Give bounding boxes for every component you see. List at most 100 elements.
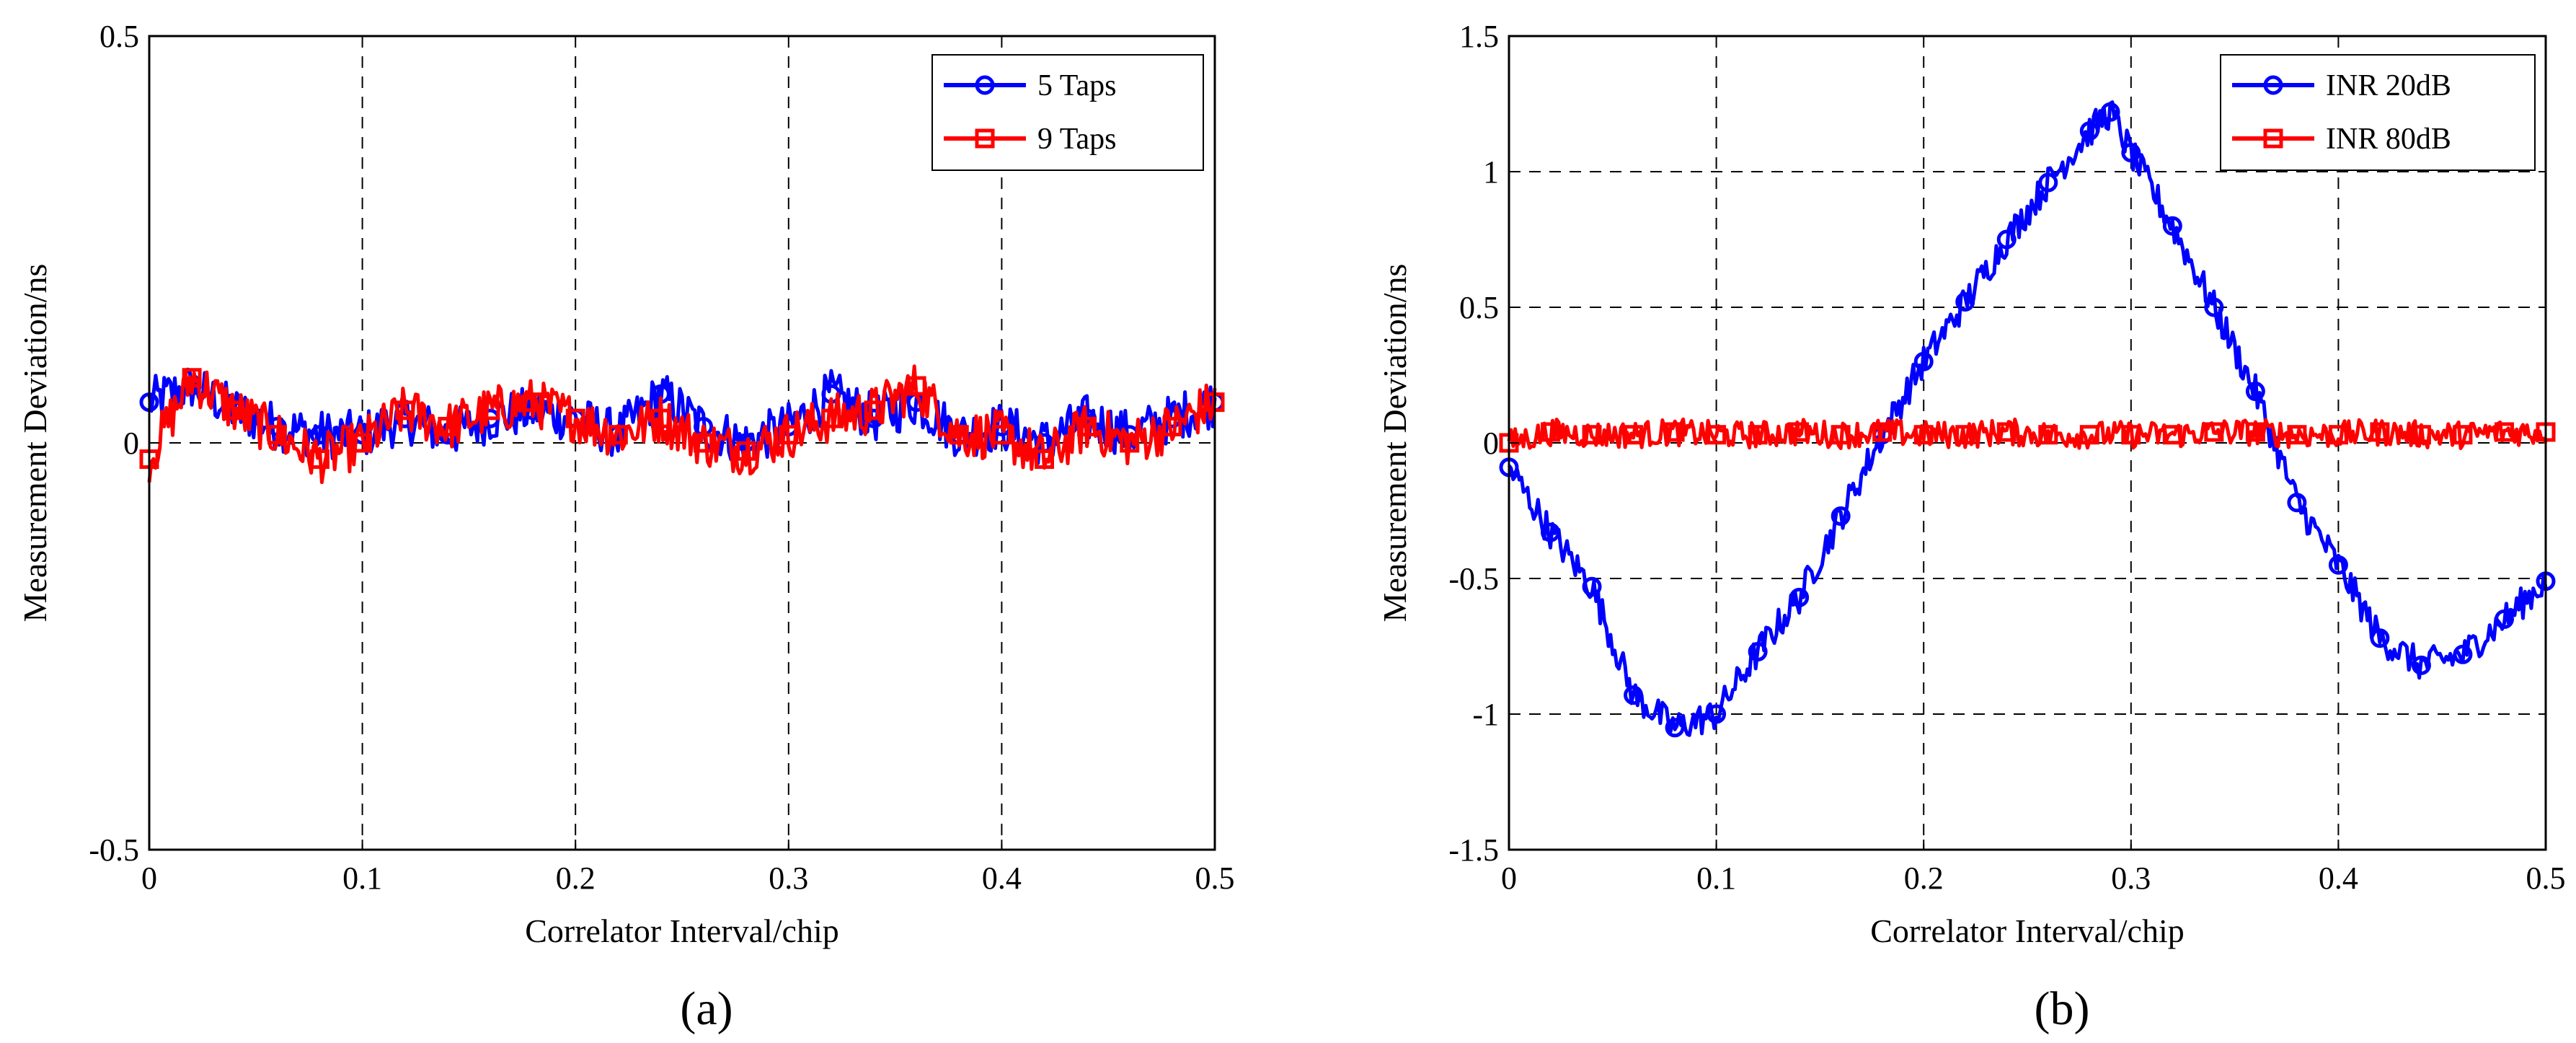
data-point [2245, 382, 2265, 402]
data-point [1624, 685, 1644, 705]
data-point [1872, 422, 1893, 442]
caption-a: (a) [680, 982, 732, 1035]
chart-panel-a: 0 0.1 0.2 0.3 0.4 0.5-0.500.5 Correlator Inte… [17, 19, 1235, 1035]
data-point [1748, 642, 1768, 662]
data-point [2328, 555, 2348, 575]
data-point [2453, 425, 2473, 445]
y-tick-label: 0 [123, 426, 139, 461]
x-tick-label: 0 [1501, 861, 1517, 896]
data-point [1120, 433, 1140, 453]
data-point [309, 449, 329, 470]
data-point [1077, 416, 1097, 436]
y-tick-label: -1.5 [1448, 832, 1499, 868]
data-point [2162, 425, 2182, 445]
chart-panel-b: 0 0.1 0.2 0.3 0.4 0.5 -1.5 -1 -0.5 0 0.5 1 1.5 Corre… [1376, 19, 2566, 1035]
series-inr-80db [1499, 417, 2556, 453]
legend-marker [2263, 128, 2283, 149]
x-tick-label: 0.5 [1195, 861, 1235, 896]
series-layer-b [1499, 100, 2556, 738]
data-point [779, 425, 799, 445]
data-point [2245, 422, 2265, 442]
data-point [2079, 425, 2099, 445]
data-point [182, 368, 202, 388]
y-tick-label: -0.5 [1448, 561, 1499, 597]
data-point [694, 433, 714, 453]
y-axis-label-b: Measurement Deviation/ns [1376, 264, 1413, 622]
data-point [2494, 609, 2514, 629]
data-point [1996, 422, 2017, 442]
x-tick-label: 0.4 [982, 861, 1022, 896]
data-point [2038, 425, 2058, 445]
data-point [1624, 425, 1644, 445]
data-point [224, 400, 244, 421]
ticks-b: 0 0.1 0.2 0.3 0.4 0.5 -1.5 -1 -0.5 0 0.5 1 1.5 [1448, 19, 2565, 896]
data-point [991, 425, 1012, 445]
data-point [1789, 587, 1810, 607]
x-tick-label: 0.4 [2319, 861, 2358, 896]
series-9-taps [139, 364, 1225, 485]
data-point [1789, 422, 1810, 442]
x-tick-label: 0 [141, 861, 157, 896]
y-tick-label: -1 [1472, 697, 1499, 732]
data-point [650, 408, 670, 428]
data-point [1582, 576, 1602, 597]
data-point [1162, 416, 1182, 436]
legend-a: 5 Taps 9 Taps [931, 54, 1204, 171]
legend-marker [2263, 75, 2283, 95]
data-point [1955, 425, 1975, 445]
data-point [1996, 229, 2017, 250]
data-point [2287, 493, 2307, 513]
data-point [1831, 425, 1851, 445]
legend-label: INR 80dB [2326, 123, 2451, 156]
series-line [1507, 417, 2548, 450]
y-tick-label: 0 [1483, 426, 1499, 461]
legend-marker [975, 128, 995, 149]
data-point [395, 400, 415, 421]
data-point [949, 425, 969, 445]
legend-marker [975, 75, 995, 95]
data-point [1831, 506, 1851, 527]
x-tick-label: 0.2 [556, 861, 596, 896]
x-tick-label: 0.3 [2111, 861, 2151, 896]
data-point [1913, 351, 1934, 371]
x-tick-label: 0.5 [2526, 861, 2566, 896]
y-tick-label: 0.5 [99, 19, 139, 54]
legend-box [2220, 54, 2536, 171]
data-point [608, 425, 628, 445]
series-inr-20db [1499, 100, 2556, 738]
x-tick-label: 0.1 [342, 861, 382, 896]
data-point [2121, 143, 2141, 163]
data-point [438, 416, 458, 436]
data-point [1707, 425, 1727, 445]
data-point [267, 425, 287, 445]
legend-label: 9 Taps [1037, 123, 1116, 156]
series-line [147, 364, 1217, 485]
y-tick-label: 1.5 [1459, 19, 1499, 54]
data-point [1707, 704, 1727, 724]
data-point [2370, 422, 2390, 442]
series-layer-a [139, 364, 1225, 485]
y-axis-label-a: Measurement Deviation/ns [17, 264, 53, 622]
series-line [1507, 100, 2548, 737]
data-point [1035, 449, 1055, 470]
ticks-a: 0 0.1 0.2 0.3 0.4 0.5-0.500.5 [89, 19, 1234, 896]
data-point [2370, 628, 2390, 648]
data-point [2121, 425, 2141, 445]
data-point [1748, 425, 1768, 445]
data-point [2494, 422, 2514, 442]
x-axis-label-a: Correlator Interval/chip [525, 912, 839, 949]
caption-b: (b) [2035, 982, 2090, 1035]
data-point [1541, 422, 1561, 442]
data-point [1665, 718, 1685, 738]
x-tick-label: 0.1 [1696, 861, 1736, 896]
data-point [821, 408, 841, 428]
data-point [736, 441, 756, 461]
y-tick-label: -0.5 [89, 832, 139, 868]
data-point [864, 400, 884, 421]
data-point [1541, 522, 1561, 542]
data-point [2162, 216, 2182, 236]
data-point [1913, 425, 1934, 445]
data-point [2411, 425, 2431, 445]
legend-b: INR 20dB INR 80dB [2220, 54, 2536, 171]
